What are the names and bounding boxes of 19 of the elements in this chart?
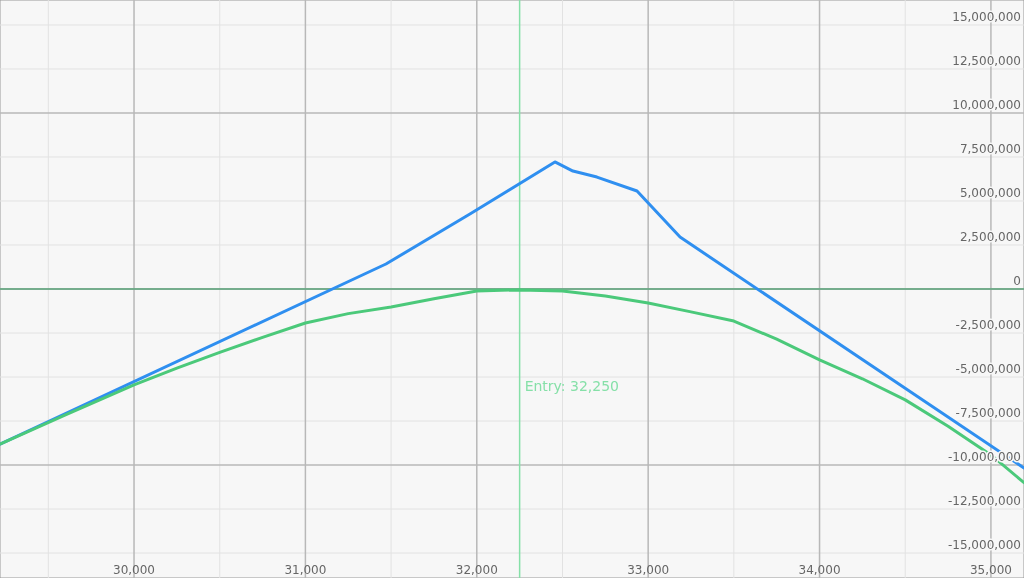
x-tick-label: 31,000 (284, 563, 327, 577)
y-tick-label: 12,500,000 (952, 53, 1021, 68)
y-tick-label: -5,000,000 (955, 362, 1021, 376)
x-tick-label: 35,000 (969, 563, 1012, 577)
y-tick-label: 0 (1013, 274, 1021, 288)
y-tick-label: 15,000,000 (952, 9, 1021, 24)
y-tick-label: 2,500,000 (959, 230, 1021, 244)
y-tick-label: -12,500,000 (947, 494, 1021, 509)
x-tick-label: 33,000 (627, 563, 670, 577)
y-tick-label: -15,000,000 (947, 538, 1021, 553)
x-tick-label: 30,000 (113, 563, 156, 577)
y-tick-label: 5,000,000 (959, 186, 1021, 200)
x-tick-label: 32,000 (455, 563, 498, 577)
y-tick-label: 10,000,000 (952, 98, 1021, 112)
ref-line-label: Entry: 32,250 (524, 378, 620, 395)
x-tick-label: 34,000 (798, 563, 841, 577)
y-tick-label: -2,500,000 (955, 318, 1021, 332)
y-tick-label: 7,500,000 (959, 142, 1021, 156)
y-tick-label: -7,500,000 (955, 406, 1021, 420)
